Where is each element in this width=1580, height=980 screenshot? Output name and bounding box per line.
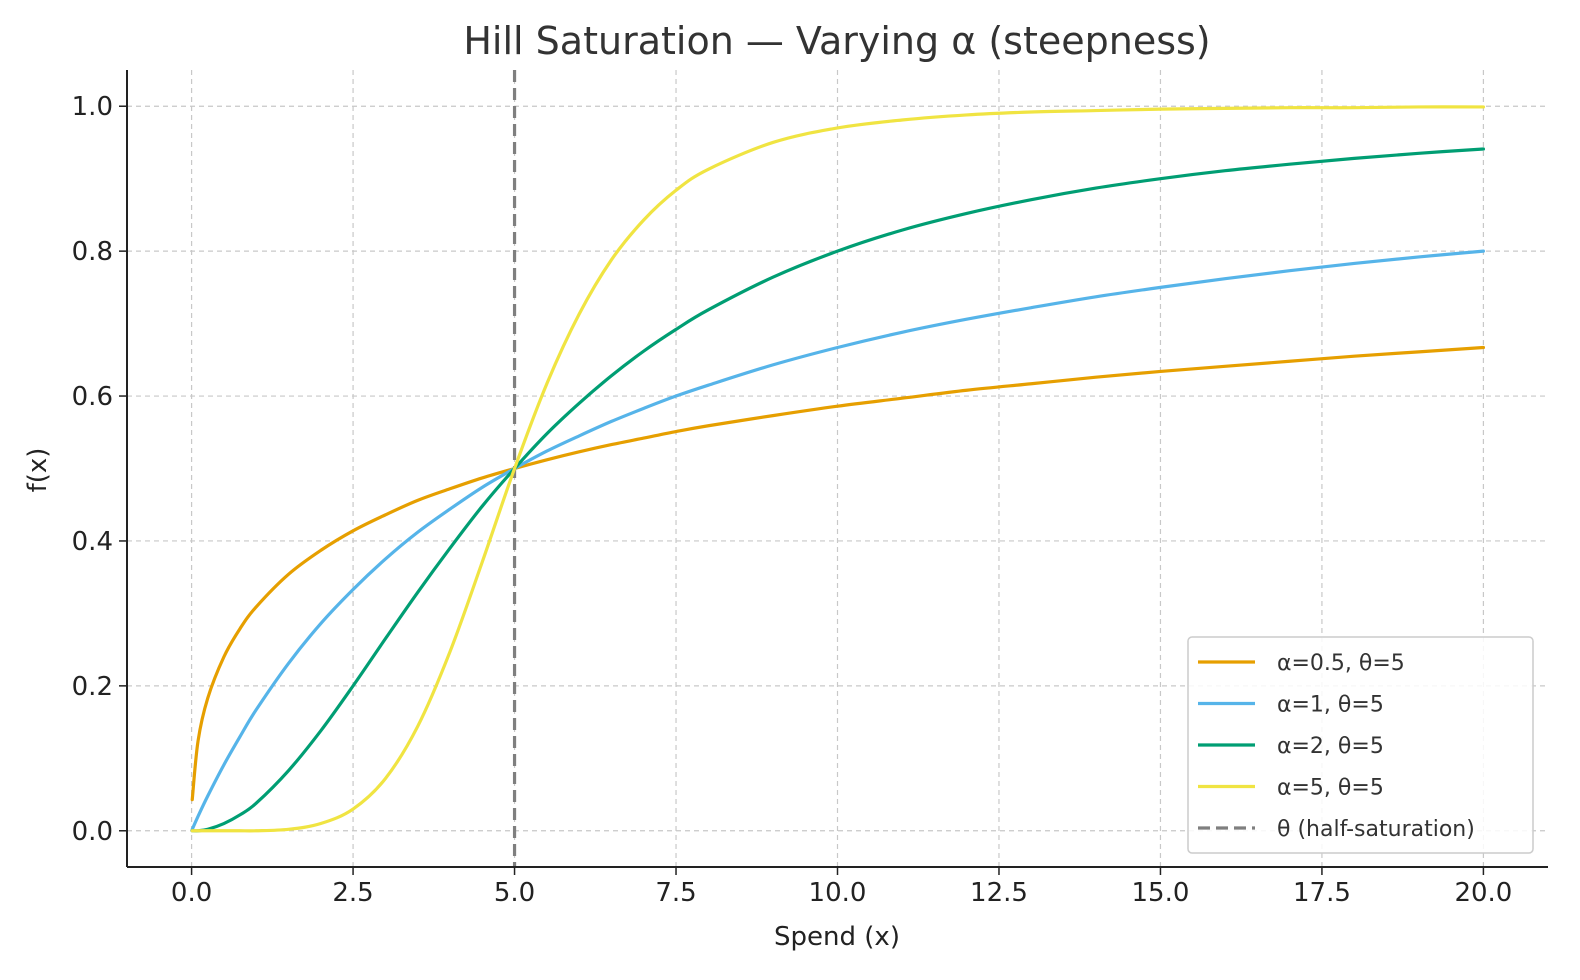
- x-tick-label: 17.5: [1293, 878, 1351, 908]
- legend-box: [1187, 636, 1534, 854]
- ticks: 0.0 2.5 5.0 7.5 10.0 12.5 15.0 17.5 20.0 0.0 0.2 0.…: [72, 92, 1513, 908]
- series-layer: [190, 105, 1486, 833]
- y-axis-label: f(x): [23, 448, 53, 493]
- legend-label: α=1, θ=5: [1277, 693, 1384, 718]
- legend-label: α=5, θ=5: [1277, 776, 1384, 801]
- legend-label: α=2, θ=5: [1277, 734, 1384, 759]
- legend-label: α=0.5, θ=5: [1277, 651, 1405, 676]
- x-axis-label: Spend (x): [774, 922, 900, 952]
- legend: α=0.5, θ=5 α=1, θ=5 α=2, θ=5 α=5, θ=5 θ (hal…: [1187, 636, 1534, 854]
- x-tick-label: 15.0: [1132, 878, 1190, 908]
- y-tick-label: 1.0: [72, 92, 113, 122]
- x-tick-label: 7.5: [655, 878, 696, 908]
- series-line-3: [190, 105, 1486, 833]
- x-tick-label: 5.0: [494, 878, 535, 908]
- series-line-1: [190, 249, 1486, 831]
- x-tick-label: 2.5: [332, 878, 373, 908]
- series-line-0: [190, 345, 1486, 802]
- x-tick-label: 20.0: [1454, 878, 1512, 908]
- y-tick-label: 0.6: [72, 382, 113, 412]
- chart-title: Hill Saturation — Varying α (steepness): [463, 19, 1210, 63]
- x-tick-label: 10.0: [809, 878, 867, 908]
- y-tick-label: 0.4: [72, 527, 113, 557]
- series-line-2: [190, 147, 1486, 833]
- y-tick-label: 0.2: [72, 672, 113, 702]
- y-tick-label: 0.0: [72, 817, 113, 847]
- legend-label: θ (half-saturation): [1277, 817, 1475, 842]
- x-tick-label: 0.0: [171, 878, 212, 908]
- y-tick-label: 0.8: [72, 237, 113, 267]
- x-tick-label: 12.5: [970, 878, 1028, 908]
